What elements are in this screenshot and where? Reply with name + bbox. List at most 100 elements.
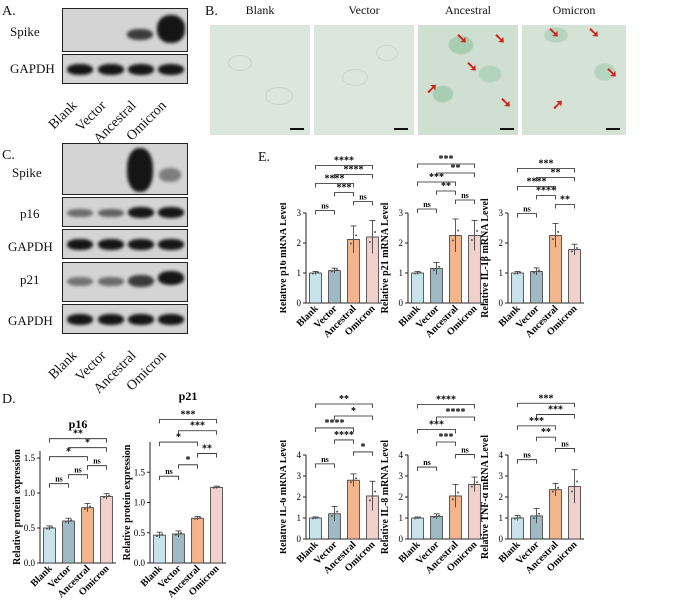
panel-a-label: A. [2,4,16,19]
significance-bracket [315,210,335,215]
blot-c-spike [62,143,188,195]
data-point [432,516,435,519]
significance-label: *** [190,421,205,432]
significance-label: * [176,432,181,443]
data-point [516,517,519,519]
data-point [435,267,438,270]
data-point [105,495,108,498]
data-point [330,515,333,518]
y-tick-label: 0 [399,534,404,544]
significance-bracket [455,454,475,459]
data-point [349,481,352,484]
y-tick-label: 1.0 [24,488,36,498]
significance-bracket [536,436,556,442]
y-tick-label: 3 [499,471,504,481]
data-point [413,272,416,275]
significance-label: ns [523,451,531,460]
significance-label: **** [325,418,345,429]
y-tick-label: 3 [399,208,404,218]
data-point [70,519,73,522]
significance-bracket [417,429,456,434]
data-point [551,490,554,493]
significance-bracket [49,438,107,443]
significance-bracket [197,453,217,458]
y-tick-label: 1 [297,513,302,523]
y-tick-label: 2 [499,492,504,502]
significance-bracket [334,192,354,197]
data-point [557,486,560,489]
significance-bracket [436,190,456,195]
y-tick-label: 1.5 [134,467,146,477]
significance-label: ns [523,205,531,214]
significance-label: ns [561,439,569,448]
bar-ancestral [549,489,562,540]
y-tick-label: 3 [297,208,302,218]
data-point [576,246,579,249]
significance-label: ns [74,466,82,475]
significance-bracket [517,168,575,173]
data-point [314,517,317,519]
data-point [374,490,377,493]
significance-label: ** [73,429,83,440]
data-point [557,230,560,233]
significance-label: ns [165,467,173,476]
y-tick-label: 0 [399,298,404,308]
data-point [476,230,479,232]
significance-label: * [186,455,191,466]
data-point [177,532,180,535]
significance-label: ns [423,458,431,467]
y-axis-label: Relative protein expression [12,449,23,565]
data-point [538,512,541,515]
bar-ancestral [347,479,360,540]
micrograph-title-blank: Blank [245,3,275,17]
y-tick-label: 2 [399,238,404,248]
significance-bracket [517,425,556,430]
y-tick-label: 0 [297,298,302,308]
y-tick-label: 3 [399,471,404,481]
bar-blank [309,517,322,540]
data-point [374,231,377,234]
significance-label: *** [529,416,544,427]
y-tick-label: 1.5 [24,453,36,463]
significance-bracket [49,456,88,461]
significance-bracket [178,464,198,469]
bar-blank [153,534,166,564]
data-point [355,234,358,237]
bar-vector [530,271,543,304]
data-point [67,520,70,522]
y-tick-label: 0.0 [134,558,146,568]
data-point [535,270,538,273]
significance-bracket [436,441,456,447]
micrograph-ancestral: Ancestral ➘ ➘ ➘ ➚ ➘ [418,3,518,135]
data-point [336,510,339,513]
panel-b-label: B. [205,4,218,19]
bar-vector [328,270,341,304]
chart-title: p16 [69,417,88,431]
significance-bracket [517,186,556,191]
significance-label: **** [344,165,364,176]
blot-c-gapdh1 [62,229,188,259]
significance-bracket [536,195,556,200]
data-point [180,532,183,535]
data-point [199,516,202,519]
data-point [519,516,522,519]
bar-blank [411,272,424,304]
data-point [551,238,554,241]
significance-bracket [417,466,437,472]
y-tick-label: 1.0 [134,498,146,508]
data-point [419,271,422,274]
y-tick-label: 1 [499,268,504,278]
data-point [416,517,419,519]
data-point [573,485,576,488]
y-tick-label: 0 [297,534,302,544]
y-tick-label: 0 [499,298,504,308]
bar-blank [511,517,524,540]
y-tick-label: 1 [399,513,404,523]
significance-label: ns [93,457,101,466]
significance-bracket [417,208,437,213]
chart-title: p21 [179,389,198,403]
panel-c-label: C. [2,148,15,163]
micrograph-omicron: Omicron ➘ ➘ ➘ ➚ [522,3,626,135]
